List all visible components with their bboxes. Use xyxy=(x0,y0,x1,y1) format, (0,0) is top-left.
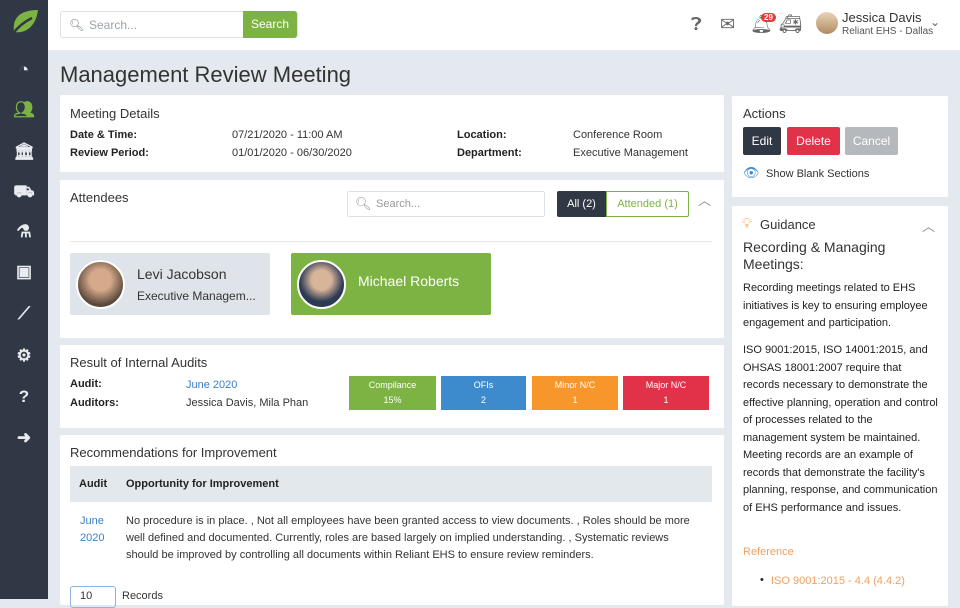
truck-icon[interactable]: ⛟ xyxy=(13,182,35,201)
page-title: Management Review Meeting xyxy=(60,62,352,87)
delete-button[interactable]: Delete xyxy=(787,127,840,155)
metric-value: 1 xyxy=(572,395,578,405)
search-icon: 🔍︎ xyxy=(355,196,372,211)
date-value: 07/21/2020 - 11:00 AM xyxy=(232,129,343,141)
flask-icon[interactable]: ⚗ xyxy=(16,222,32,241)
row-opportunity: No procedure is in place. , Not all empl… xyxy=(126,515,690,561)
date-label: Date & Time: xyxy=(70,129,138,141)
period-value: 01/01/2020 - 06/30/2020 xyxy=(232,147,352,159)
attendee-card[interactable]: Levi Jacobson Executive Managem... xyxy=(70,253,270,315)
reference-link[interactable]: ISO 9001:2015 - 4.4 (4.4.2) xyxy=(771,575,905,587)
tab-all[interactable]: All (2) xyxy=(557,191,606,217)
metric-major-nc: Major N/C 1 xyxy=(623,376,709,410)
metric-ofis: OFIs 2 xyxy=(441,376,526,410)
sidebar: ◔ 👥︎ 🏛︎ ⛟ ⚗ ▣ ⟋ ⚙ ? ➜ xyxy=(0,0,48,599)
cancel-button[interactable]: Cancel xyxy=(845,127,898,155)
search-placeholder: Search... xyxy=(376,198,421,210)
meeting-details-card xyxy=(60,95,724,172)
collapse-icon[interactable]: ︿ xyxy=(922,219,936,234)
people-icon[interactable]: 👥︎ xyxy=(13,100,35,119)
metric-value: 15% xyxy=(383,395,402,405)
help-icon[interactable]: ? xyxy=(18,387,30,406)
department-value: Executive Management xyxy=(573,147,688,159)
metric-label: Major N/C xyxy=(645,380,687,390)
lightbulb-icon: 💡︎ xyxy=(742,215,752,231)
search-placeholder: Search... xyxy=(89,18,138,32)
meeting-details-heading: Meeting Details xyxy=(70,106,160,121)
attendees-heading: Attendees xyxy=(70,190,129,205)
help-icon[interactable]: ❓︎ xyxy=(691,14,702,34)
actions-heading: Actions xyxy=(743,106,786,121)
expand-icon[interactable]: ➜ xyxy=(16,428,32,447)
column-audit[interactable]: Audit xyxy=(79,478,108,490)
divider xyxy=(70,241,712,242)
guidance-card xyxy=(732,206,948,606)
attendee-role: Executive Managem... xyxy=(137,289,256,303)
bullet: • xyxy=(760,574,764,586)
institution-icon[interactable]: 🏛︎ xyxy=(13,142,35,161)
recommendations-heading: Recommendations for Improvement xyxy=(70,445,277,460)
guidance-paragraph: ISO 9001:2015, ISO 14001:2015, and OHSAS… xyxy=(743,344,938,514)
period-label: Review Period: xyxy=(70,147,149,159)
table-header: Audit Opportunity for Improvement xyxy=(70,466,712,502)
records-label: Records xyxy=(122,590,163,602)
guidance-subtitle: Recording & Managing Meetings: xyxy=(743,239,886,272)
tab-attended[interactable]: Attended (1) xyxy=(606,191,689,217)
guidance-paragraph: Recording meetings related to EHS initia… xyxy=(743,282,928,329)
chart-icon[interactable]: ⟋ xyxy=(18,304,30,323)
location-label: Location: xyxy=(457,129,507,141)
metric-label: Minor N/C xyxy=(554,380,596,390)
settings-icon[interactable]: ⚙ xyxy=(16,346,32,365)
column-opportunity[interactable]: Opportunity for Improvement xyxy=(126,478,279,490)
mail-icon[interactable]: ✉ xyxy=(720,14,736,34)
avatar[interactable] xyxy=(816,12,838,34)
audit-link[interactable]: June 2020 xyxy=(186,379,238,391)
attendee-photo xyxy=(76,260,125,309)
search-button[interactable]: Search xyxy=(243,11,297,38)
collapse-icon[interactable]: ︿ xyxy=(698,193,712,208)
page-size-select[interactable]: 10 xyxy=(70,586,116,608)
header: 🔍︎ Search... Search ❓︎ ✉ 🔔︎ 29 🚑︎ Jessica… xyxy=(48,0,960,50)
user-name[interactable]: Jessica Davis xyxy=(842,10,922,25)
metric-minor-nc: Minor N/C 1 xyxy=(532,376,618,410)
briefcase-icon[interactable]: ▣ xyxy=(15,262,33,281)
row-audit-link[interactable]: June 2020 xyxy=(80,515,105,544)
attendee-card-attended[interactable]: Michael Roberts xyxy=(291,253,491,315)
metric-value: 2 xyxy=(480,395,486,405)
location-value: Conference Room xyxy=(573,129,663,141)
attendee-search-input[interactable]: 🔍︎ Search... xyxy=(347,191,545,217)
audit-label: Audit: xyxy=(70,378,102,390)
audits-heading: Result of Internal Audits xyxy=(70,355,208,370)
reference-label: Reference xyxy=(743,546,794,558)
attendee-name: Michael Roberts xyxy=(358,273,460,289)
auditors-label: Auditors: xyxy=(70,397,119,409)
user-org: Reliant EHS - Dallas xyxy=(842,26,934,37)
search-icon: 🔍︎ xyxy=(69,18,85,32)
metric-value: 1 xyxy=(663,395,669,405)
auditors-value: Jessica Davis, Mila Phan xyxy=(186,397,309,409)
metric-compliance: Compilance 15% xyxy=(349,376,436,410)
show-blank-sections-link[interactable]: Show Blank Sections xyxy=(766,168,870,180)
metric-label: Compilance xyxy=(368,380,417,390)
chevron-down-icon[interactable]: ⌄ xyxy=(930,15,941,29)
notification-badge: 29 xyxy=(761,13,776,22)
ambulance-icon[interactable]: 🚑︎ xyxy=(779,14,802,34)
guidance-heading: Guidance xyxy=(760,217,816,232)
recommendations-card xyxy=(60,435,724,605)
leaf-logo-icon[interactable] xyxy=(6,6,42,42)
dashboard-icon[interactable]: ◔ xyxy=(18,60,30,79)
metric-label: OFIs xyxy=(473,380,494,390)
eye-icon: 👁︎ xyxy=(743,165,760,180)
attendee-photo xyxy=(297,260,346,309)
edit-button[interactable]: Edit xyxy=(743,127,781,155)
attendee-name: Levi Jacobson xyxy=(137,266,227,282)
department-label: Department: xyxy=(457,147,522,159)
